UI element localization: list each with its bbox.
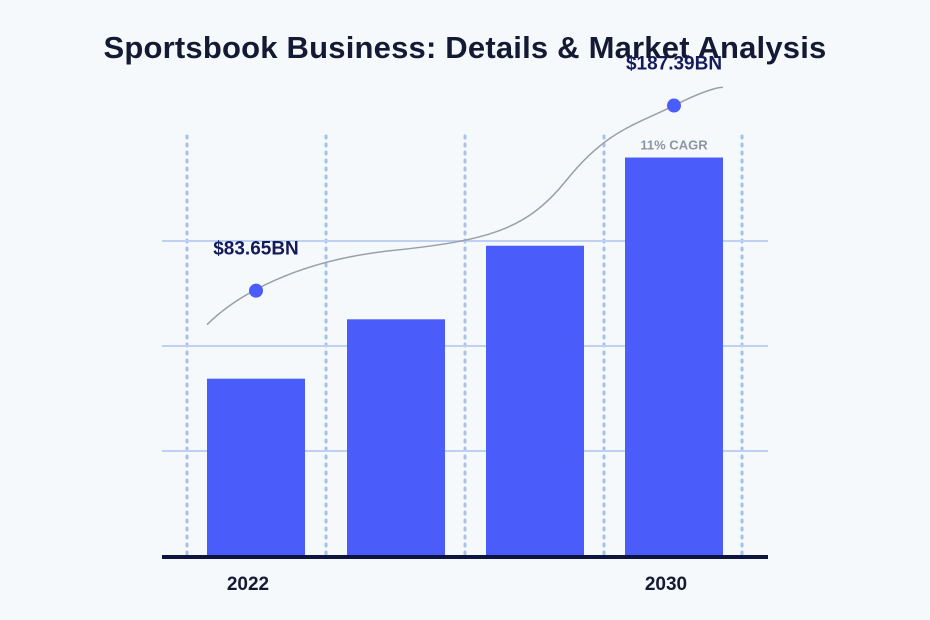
value-label-0: $83.65BN bbox=[213, 239, 299, 260]
x-tick-labels: 2022 2030 bbox=[227, 574, 687, 595]
trend-markers bbox=[249, 98, 681, 298]
x-tick-label-3: 2030 bbox=[645, 574, 687, 595]
x-tick-label-0: 2022 bbox=[227, 574, 269, 595]
chart-title: Sportsbook Business: Details & Market An… bbox=[103, 30, 827, 65]
bars bbox=[207, 157, 723, 557]
trend-marker-0 bbox=[249, 283, 263, 298]
value-label-1: $187.39BN bbox=[626, 54, 722, 75]
value-labels: $83.65BN $187.39BN bbox=[213, 54, 722, 260]
cagr-annotation: 11% CAGR bbox=[640, 138, 708, 153]
bar-0 bbox=[207, 378, 305, 557]
bar-1 bbox=[347, 319, 445, 557]
bar-3 bbox=[625, 157, 723, 557]
bar-2 bbox=[486, 245, 584, 557]
trend-marker-1 bbox=[667, 98, 681, 113]
